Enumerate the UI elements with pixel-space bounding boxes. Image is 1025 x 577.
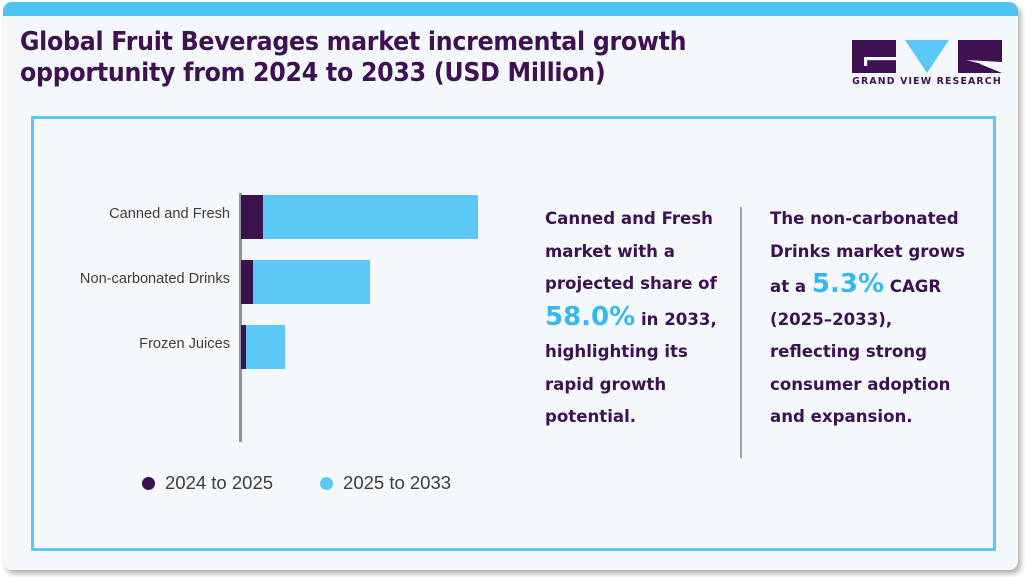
bar-segment-2024-2025 [241, 195, 263, 239]
grand-view-research-logo: GRAND VIEW RESEARCH [852, 40, 1002, 92]
inner-framed-panel: Canned and Fresh Non-carbonated Drinks F… [31, 116, 996, 551]
insight-highlight-value: 58.0% [545, 301, 636, 332]
legend-swatch-dot-icon [320, 476, 334, 490]
chart-legend: 2024 to 2025 2025 to 2033 [142, 471, 498, 495]
insight-divider [740, 207, 742, 458]
legend-item-2024-2025: 2024 to 2025 [142, 472, 273, 494]
chart-axis-line [239, 193, 242, 442]
insight-text-lead: Canned and Fresh market with a projected… [545, 209, 717, 293]
insight-panel-non-carbonated-drinks: The non-carbonated Drinks market grows a… [770, 203, 980, 434]
infographic-card: Global Fruit Beverages market incrementa… [3, 2, 1018, 570]
legend-item-2025-2033: 2025 to 2033 [320, 472, 451, 494]
legend-swatch-dot-icon [142, 476, 155, 490]
bar-track [241, 260, 370, 304]
bar-track [241, 325, 285, 369]
insight-text-tail: in 2033, highlighting its rapid growth p… [545, 309, 717, 427]
bar-chart: Canned and Fresh Non-carbonated Drinks F… [34, 119, 524, 554]
bar-segment-2025-2033 [253, 260, 370, 304]
logo-wordmark: GRAND VIEW RESEARCH [852, 76, 1002, 87]
top-accent-bar [3, 2, 1018, 16]
insight-text-tail: CAGR (2025–2033), reflecting strong cons… [770, 277, 951, 426]
insight-text-lead: The non-carbonated Drinks market grows a… [770, 209, 966, 296]
bar-segment-2025-2033 [263, 195, 478, 239]
insight-highlight-value: 5.3% [811, 269, 884, 299]
bar-row: Frozen Juices [34, 325, 524, 369]
bar-segment-2024-2025 [241, 325, 246, 369]
logo-mark-icon [852, 40, 1002, 73]
bar-row: Canned and Fresh [34, 195, 524, 239]
bar-segment-2024-2025 [241, 260, 253, 304]
bar-segment-2025-2033 [246, 325, 285, 369]
bar-track [241, 195, 478, 239]
bar-category-label: Non-carbonated Drinks [79, 271, 230, 287]
bar-category-label: Frozen Juices [139, 336, 230, 352]
bar-category-label: Canned and Fresh [109, 206, 230, 222]
legend-label: 2024 to 2025 [165, 472, 274, 493]
legend-label: 2025 to 2033 [343, 472, 452, 493]
page-title: Global Fruit Beverages market incrementa… [20, 27, 687, 88]
header: Global Fruit Beverages market incrementa… [3, 16, 1018, 110]
insight-panel-canned-and-fresh: Canned and Fresh market with a projected… [545, 203, 727, 434]
bar-row: Non-carbonated Drinks [34, 260, 524, 304]
